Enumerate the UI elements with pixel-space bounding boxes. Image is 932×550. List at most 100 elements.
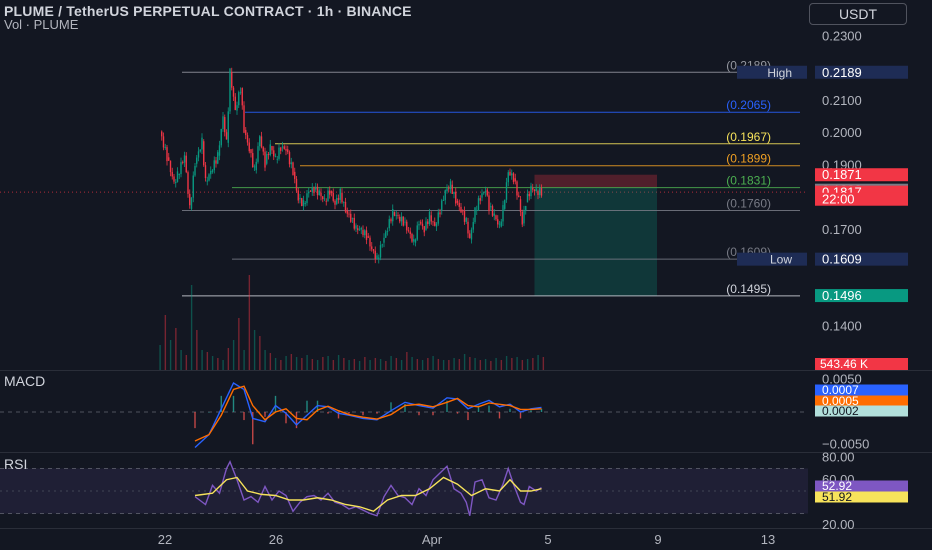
macd-histogram-bar (446, 400, 448, 412)
candle (360, 227, 362, 230)
candle (355, 225, 357, 229)
candle (472, 222, 474, 230)
volume-bar (453, 358, 455, 370)
candle (271, 146, 273, 151)
volume-bar (479, 360, 482, 370)
fib-level-label: (0.1760) (726, 197, 771, 211)
macd-histogram-bar (274, 395, 277, 412)
candle (241, 88, 243, 106)
candle (348, 213, 350, 215)
volume-bar (243, 350, 245, 370)
candle (399, 216, 401, 222)
candle (220, 128, 222, 146)
candle (295, 178, 298, 191)
chart-title: PLUME / TetherUS PERPETUAL CONTRACT · 1h… (4, 3, 412, 19)
volume-bar (385, 361, 387, 370)
candle (330, 191, 333, 193)
macd-histogram-bar (220, 395, 222, 412)
candle (477, 198, 480, 211)
volume-bar (516, 357, 518, 370)
candle (539, 187, 541, 195)
candle (448, 188, 450, 190)
volume-bar (400, 360, 403, 370)
volume-bar (421, 360, 424, 370)
candle (243, 105, 245, 133)
candle (484, 191, 487, 193)
candle (302, 200, 305, 207)
candle (269, 144, 271, 155)
candle (530, 185, 532, 197)
candle (287, 149, 289, 153)
candle (379, 245, 382, 258)
macd-histogram-bar (530, 410, 532, 412)
candle (217, 152, 219, 164)
macd-histogram-bar (285, 412, 287, 424)
candle (245, 129, 247, 136)
candle (201, 137, 203, 150)
volume-bar (190, 285, 193, 370)
candle (344, 201, 347, 212)
candle (526, 193, 529, 203)
volume-bar (458, 359, 461, 370)
macd-histogram-bar (509, 408, 511, 412)
macd-histogram-bar (264, 412, 266, 417)
macd-value-tag: 0.0007 (822, 383, 859, 397)
rsi-value-tag: 51.92 (822, 490, 852, 504)
candle (194, 165, 196, 176)
time-tick-label: 26 (269, 532, 283, 547)
volume-bar (164, 315, 167, 370)
candle (187, 172, 189, 194)
candle (483, 192, 485, 194)
candle (367, 236, 369, 238)
price-tag-bg (737, 252, 807, 266)
currency-button[interactable]: USDT (809, 3, 907, 25)
macd-value-tag: 0.0005 (822, 394, 859, 408)
fib-level-label: (0.1831) (726, 174, 771, 188)
candle (374, 250, 376, 259)
candle (208, 174, 210, 181)
volume-bar (474, 358, 476, 370)
stop-loss-zone (534, 174, 657, 188)
volume-bar (259, 336, 261, 370)
volume-bar (248, 275, 251, 370)
candle (192, 175, 194, 198)
candle (528, 193, 530, 197)
candle (178, 174, 180, 176)
macd-histogram-bar (418, 412, 420, 416)
macd-histogram-bar (232, 395, 235, 412)
volume-bar (484, 359, 487, 370)
candle (509, 171, 511, 176)
price-tag-value: 0.2189 (822, 65, 862, 80)
candle (397, 215, 399, 216)
volume-bar (280, 360, 282, 370)
candle (252, 153, 254, 168)
candle (409, 231, 411, 235)
candle (294, 171, 296, 179)
price-tag-value: 0.1496 (822, 288, 862, 303)
candle (190, 197, 193, 209)
macd-pane[interactable] (0, 381, 808, 448)
macd-value-tag-bg (815, 384, 908, 396)
volume-bar (217, 358, 219, 370)
volume-bar (322, 357, 324, 370)
macd-value-tag: 0.0002 (822, 404, 859, 418)
candle (168, 157, 170, 161)
volume-bar (469, 357, 471, 370)
macd-histogram-bar (348, 412, 350, 414)
volume-bar (427, 358, 429, 370)
candle (323, 198, 326, 200)
volume-bar (505, 356, 508, 370)
candle (511, 173, 513, 176)
rsi-tick-label: 20.00 (822, 517, 855, 532)
candle (365, 230, 368, 241)
price-pane[interactable]: (0.2189)(0.2065)(0.1967)(0.1899)(0.1831)… (0, 58, 808, 370)
volume-bar (511, 358, 513, 370)
candle (215, 160, 217, 164)
volume-bar (332, 360, 335, 370)
candle (339, 188, 341, 200)
rsi-pane[interactable] (0, 460, 808, 517)
volume-bar (206, 352, 209, 370)
volume-bar (159, 345, 161, 370)
volume-bar (285, 356, 287, 370)
